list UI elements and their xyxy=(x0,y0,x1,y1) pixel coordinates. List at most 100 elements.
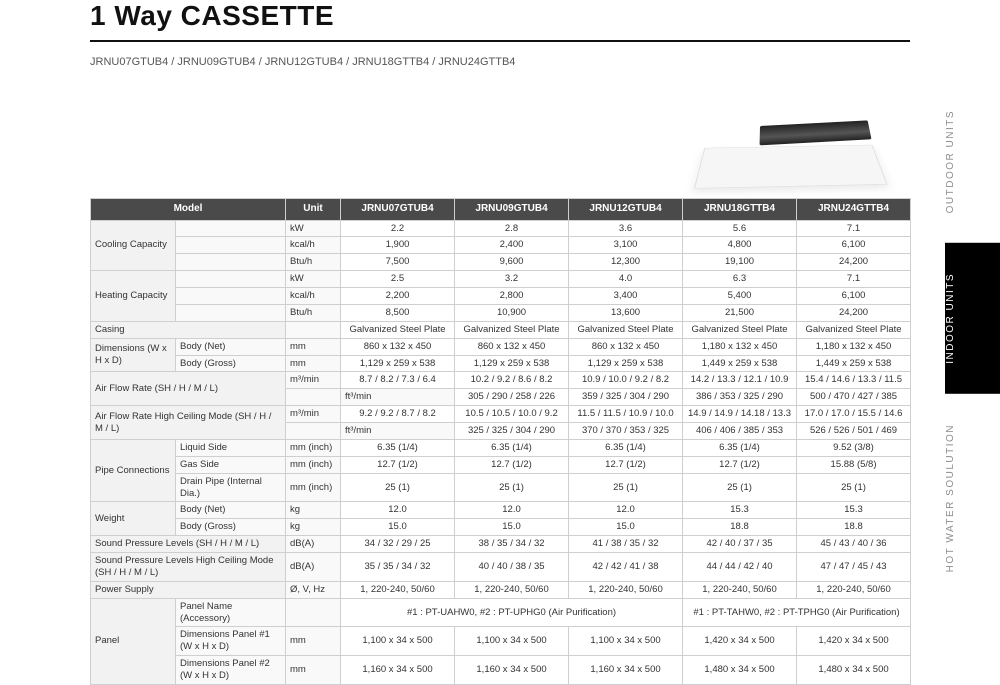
cell: 1, 220-240, 50/60 xyxy=(569,581,683,598)
cell: 4.0 xyxy=(569,271,683,288)
cell: 1,449 x 259 x 538 xyxy=(683,355,797,372)
cell: 386 / 353 / 325 / 290 xyxy=(683,389,797,406)
row-group-label: Sound Pressure Levels (SH / H / M / L) xyxy=(91,536,286,553)
row-sub-label: Drain Pipe (Internal Dia.) xyxy=(176,473,286,502)
cell: 10.9 / 10.0 / 9.2 / 8.2 xyxy=(569,372,683,389)
row-unit: m³/min xyxy=(286,406,341,423)
row-sub-label xyxy=(176,271,286,288)
cell: 406 / 406 / 385 / 353 xyxy=(683,423,797,440)
row-sub-label xyxy=(286,389,341,406)
cell: 359 / 325 / 304 / 290 xyxy=(569,389,683,406)
table-row: Sound Pressure Levels (SH / H / M / L)dB… xyxy=(91,536,911,553)
row-group-label: Casing xyxy=(91,321,286,338)
cell: 6.35 (1/4) xyxy=(455,439,569,456)
cell: 18.8 xyxy=(683,519,797,536)
side-tab[interactable]: INDOOR UNITS xyxy=(945,243,1000,394)
cell: 1,160 x 34 x 500 xyxy=(455,656,569,685)
cell: 1,129 x 259 x 538 xyxy=(455,355,569,372)
cell: 12.0 xyxy=(455,502,569,519)
cell: 7.1 xyxy=(797,220,911,237)
cell: 1,480 x 34 x 500 xyxy=(683,656,797,685)
cell: 9.52 (3/8) xyxy=(797,439,911,456)
row-sub-label: Panel Name (Accessory) xyxy=(176,598,286,627)
cell: 2,400 xyxy=(455,237,569,254)
cell: 2,800 xyxy=(455,288,569,305)
table-row: Dimensions Panel #1 (W x H x D)mm 1,100 x… xyxy=(91,627,911,656)
cell: 12.7 (1/2) xyxy=(569,456,683,473)
model-list: JRNU07GTUB4 / JRNU09GTUB4 / JRNU12GTUB4 … xyxy=(90,56,910,68)
cell: 1,180 x 132 x 450 xyxy=(683,338,797,355)
table-row: Air Flow Rate (SH / H / M / L)m³/min8.7 … xyxy=(91,372,911,389)
row-group-label: Pipe Connections xyxy=(91,439,176,502)
cell: 860 x 132 x 450 xyxy=(569,338,683,355)
cell: 17.0 / 17.0 / 15.5 / 14.6 xyxy=(797,406,911,423)
cell: 25 (1) xyxy=(455,473,569,502)
row-unit: mm (inch) xyxy=(286,473,341,502)
cell: 14.2 / 13.3 / 12.1 / 10.9 xyxy=(683,372,797,389)
side-tab[interactable]: OUTDOOR UNITS xyxy=(945,80,1000,243)
table-row: Pipe ConnectionsLiquid Sidemm (inch)6.35… xyxy=(91,439,911,456)
cell: 500 / 470 / 427 / 385 xyxy=(797,389,911,406)
cell: 6,100 xyxy=(797,288,911,305)
cell: 8,500 xyxy=(341,304,455,321)
table-row: Gas Sidemm (inch)12.7 (1/2)12.7 (1/2)12.… xyxy=(91,456,911,473)
cell: 25 (1) xyxy=(797,473,911,502)
cell: 1,129 x 259 x 538 xyxy=(341,355,455,372)
cell: 34 / 32 / 29 / 25 xyxy=(341,536,455,553)
cell: 12.7 (1/2) xyxy=(455,456,569,473)
cell: 1,160 x 34 x 500 xyxy=(341,656,455,685)
cell: 1,420 x 34 x 500 xyxy=(797,627,911,656)
cell: 24,200 xyxy=(797,254,911,271)
row-unit: kW xyxy=(286,220,341,237)
row-group-label: Power Supply xyxy=(91,581,286,598)
row-unit: Btu/h xyxy=(286,304,341,321)
row-group-label: Dimensions (W x H x D) xyxy=(91,338,176,372)
table-row: kcal/h2,2002,8003,4005,4006,100 xyxy=(91,288,911,305)
row-sub-label: Dimensions Panel #1 (W x H x D) xyxy=(176,627,286,656)
cell: 42 / 42 / 41 / 38 xyxy=(569,553,683,582)
cell: 10.5 / 10.5 / 10.0 / 9.2 xyxy=(455,406,569,423)
cell: 21,500 xyxy=(683,304,797,321)
cell: 1,160 x 34 x 500 xyxy=(569,656,683,685)
row-unit: mm (inch) xyxy=(286,456,341,473)
cell: 1,420 x 34 x 500 xyxy=(683,627,797,656)
cell: 10,900 xyxy=(455,304,569,321)
cell: 860 x 132 x 450 xyxy=(341,338,455,355)
row-sub-label: Body (Gross) xyxy=(176,519,286,536)
row-unit: Ø, V, Hz xyxy=(286,581,341,598)
cell: Galvanized Steel Plate xyxy=(797,321,911,338)
row-group-label: Air Flow Rate High Ceiling Mode (SH / H … xyxy=(91,406,286,440)
row-unit: dB(A) xyxy=(286,553,341,582)
cell: 1,100 x 34 x 500 xyxy=(569,627,683,656)
table-row: Btu/h8,50010,90013,60021,50024,200 xyxy=(91,304,911,321)
row-sub-label xyxy=(176,220,286,237)
page-title: 1 Way CASSETTE xyxy=(90,0,910,32)
table-row: Drain Pipe (Internal Dia.)mm (inch) 25 (1… xyxy=(91,473,911,502)
table-row: Power SupplyØ, V, Hz1, 220-240, 50/601, … xyxy=(91,581,911,598)
row-unit: mm xyxy=(286,656,341,685)
row-sub-label xyxy=(286,423,341,440)
cell: 6.35 (1/4) xyxy=(569,439,683,456)
cell: 1, 220-240, 50/60 xyxy=(797,581,911,598)
cell: Galvanized Steel Plate xyxy=(683,321,797,338)
cell: 3,400 xyxy=(569,288,683,305)
cell: 9.2 / 9.2 / 8.7 / 8.2 xyxy=(341,406,455,423)
row-unit: kg xyxy=(286,519,341,536)
cell: 6.3 xyxy=(683,271,797,288)
cell: 44 / 44 / 42 / 40 xyxy=(683,553,797,582)
row-unit: ft³/min xyxy=(341,423,455,440)
side-tab[interactable]: HOT WATER SOULUTION xyxy=(945,394,1000,602)
cell: 14.9 / 14.9 / 14.18 / 13.3 xyxy=(683,406,797,423)
cell: 35 / 35 / 34 / 32 xyxy=(341,553,455,582)
cell: 12.0 xyxy=(341,502,455,519)
row-sub-label: Gas Side xyxy=(176,456,286,473)
table-row: Air Flow Rate High Ceiling Mode (SH / H … xyxy=(91,406,911,423)
row-group-label: Weight xyxy=(91,502,176,536)
row-unit: mm xyxy=(286,627,341,656)
cell: 1, 220-240, 50/60 xyxy=(341,581,455,598)
row-group-label: Heating Capacity xyxy=(91,271,176,322)
cell: 12,300 xyxy=(569,254,683,271)
row-unit: Btu/h xyxy=(286,254,341,271)
row-unit xyxy=(286,598,341,627)
cell: 8.7 / 8.2 / 7.3 / 6.4 xyxy=(341,372,455,389)
